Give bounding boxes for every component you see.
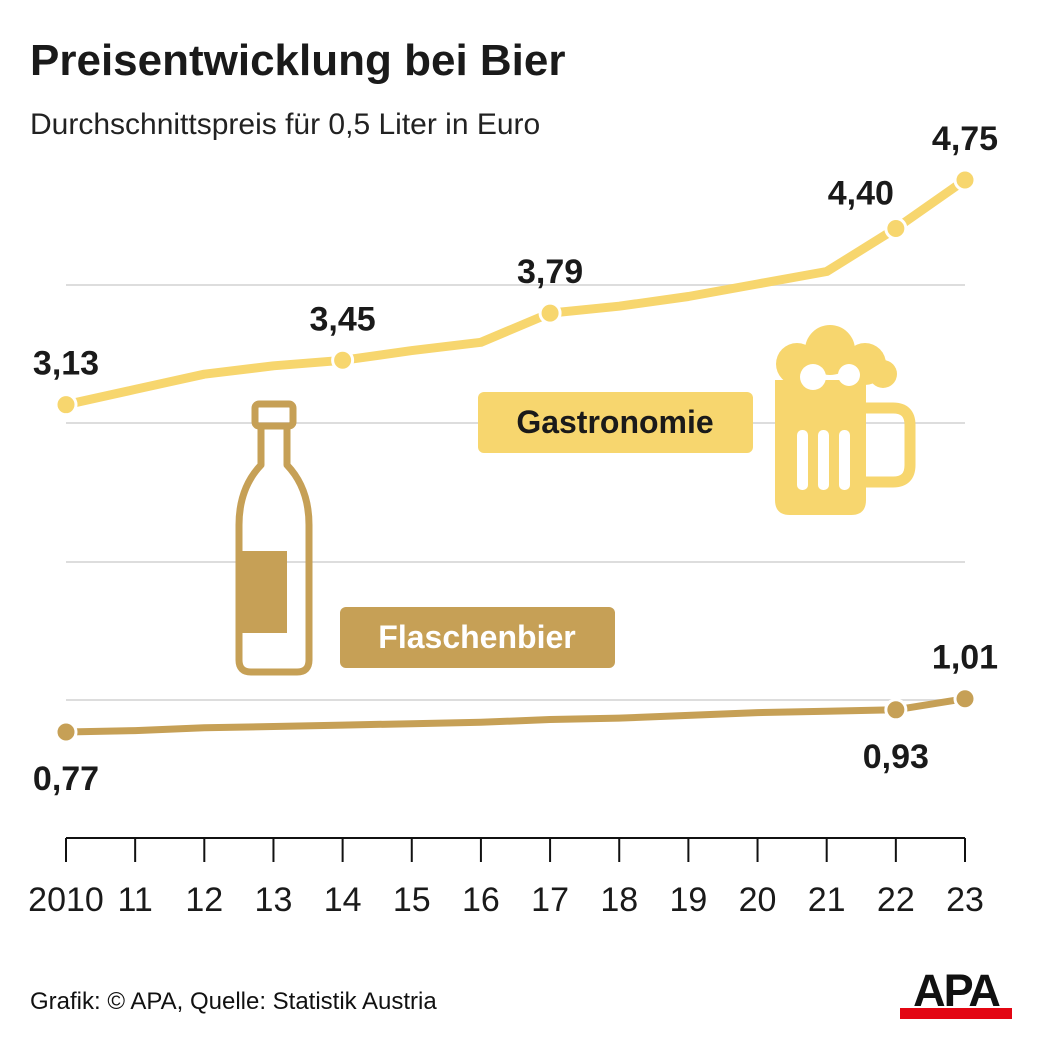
icons bbox=[235, 325, 916, 676]
data-label-gastronomie-2014: 3,45 bbox=[310, 300, 376, 338]
data-point-gastronomie-2017 bbox=[538, 301, 562, 325]
data-label-flaschenbier-2023: 1,01 bbox=[932, 639, 998, 677]
series: 3,13 3,45 3,79 4,40 4,75 0,77 0,93 1,01 bbox=[33, 120, 998, 798]
data-label-gastronomie-2023: 4,75 bbox=[932, 120, 998, 158]
data-point-gastronomie-2010 bbox=[54, 393, 78, 417]
x-tick-label-2012: 12 bbox=[185, 881, 223, 919]
x-tick-label-2016: 16 bbox=[462, 881, 500, 919]
x-axis: 2010 11 12 13 14 15 16 17 18 19 20 21 22 23 bbox=[28, 837, 984, 919]
x-tick-label-2019: 19 bbox=[669, 881, 707, 919]
legend-flaschenbier: Flaschenbier bbox=[340, 607, 615, 668]
x-tick-label-2023: 23 bbox=[946, 881, 984, 919]
x-tick-label-2013: 13 bbox=[255, 881, 293, 919]
beer-bottle-icon bbox=[235, 400, 313, 676]
data-label-flaschenbier-2010: 0,77 bbox=[33, 760, 99, 798]
data-point-flaschenbier-2010 bbox=[54, 720, 78, 744]
x-tick-label-2017: 17 bbox=[531, 881, 569, 919]
chart-title: Preisentwicklung bei Bier bbox=[30, 36, 566, 85]
apa-logo: APA bbox=[900, 968, 1012, 1019]
legend-label-gastronomie: Gastronomie bbox=[516, 404, 713, 440]
legend-gastronomie: Gastronomie bbox=[478, 392, 753, 453]
data-point-flaschenbier-2023 bbox=[953, 687, 977, 711]
x-tick-label-2021: 21 bbox=[808, 881, 846, 919]
data-point-gastronomie-2023 bbox=[953, 168, 977, 192]
x-tick-label-2020: 20 bbox=[739, 881, 777, 919]
apa-logo-text: APA bbox=[913, 968, 1000, 1016]
data-point-flaschenbier-2022 bbox=[884, 698, 908, 722]
data-label-gastronomie-2022: 4,40 bbox=[828, 175, 894, 213]
data-point-gastronomie-2014 bbox=[331, 348, 355, 372]
beer-mug-icon bbox=[775, 325, 916, 515]
source-note: Grafik: © APA, Quelle: Statistik Austria bbox=[30, 988, 437, 1015]
series-line-flaschenbier bbox=[62, 695, 969, 736]
x-tick-label-2014: 14 bbox=[324, 881, 362, 919]
series-line-gastronomie bbox=[61, 175, 970, 410]
x-tick-label-2015: 15 bbox=[393, 881, 431, 919]
data-label-flaschenbier-2022: 0,93 bbox=[863, 738, 929, 776]
x-tick-label-2018: 18 bbox=[600, 881, 638, 919]
x-tick-label-2022: 22 bbox=[877, 881, 915, 919]
data-point-gastronomie-2022 bbox=[884, 217, 908, 241]
x-tick-label-2011: 11 bbox=[118, 881, 153, 919]
data-label-gastronomie-2017: 3,79 bbox=[517, 253, 583, 291]
chart-subtitle: Durchschnittspreis für 0,5 Liter in Euro bbox=[30, 108, 541, 141]
data-label-gastronomie-2010: 3,13 bbox=[33, 345, 99, 383]
legend: Gastronomie Flaschenbier bbox=[340, 392, 753, 668]
x-tick-label-2010: 2010 bbox=[28, 881, 104, 919]
legend-label-flaschenbier: Flaschenbier bbox=[378, 619, 575, 655]
